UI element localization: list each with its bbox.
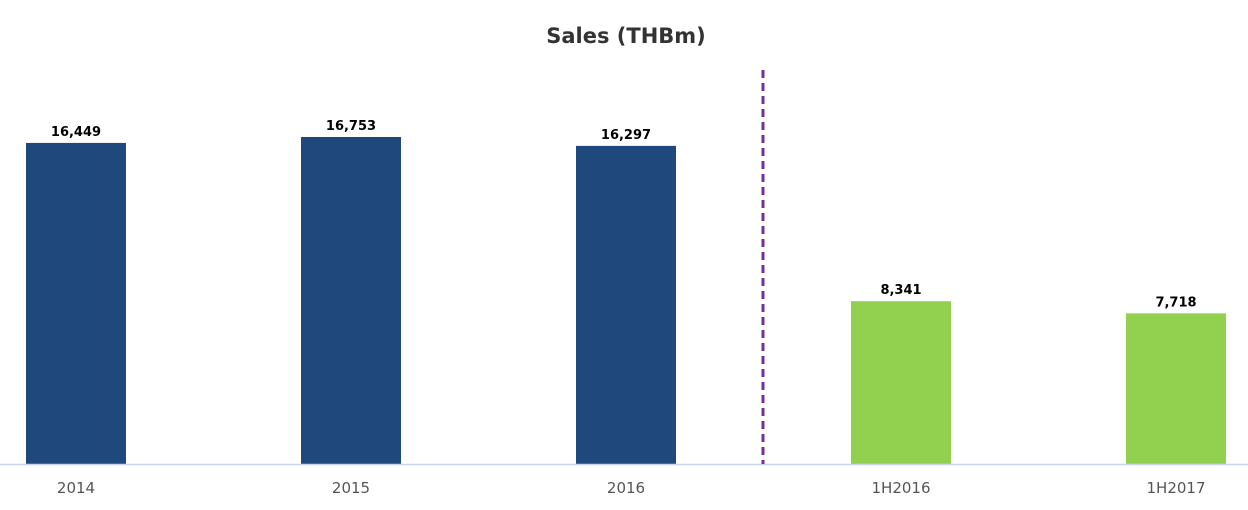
chart-title: Sales (THBm) — [546, 24, 706, 48]
x-tick-1H2016: 1H2016 — [872, 479, 931, 497]
bar-2014 — [26, 142, 126, 464]
data-label-2015: 16,753 — [326, 119, 376, 134]
bar-2016 — [576, 145, 676, 464]
x-tick-2015: 2015 — [332, 479, 370, 497]
x-tick-1H2017: 1H2017 — [1147, 479, 1206, 497]
data-label-2014: 16,449 — [51, 125, 101, 140]
x-tick-2016: 2016 — [607, 479, 645, 497]
bar-2015 — [301, 136, 401, 464]
bar-1H2016 — [851, 301, 951, 464]
data-label-1H2017: 7,718 — [1155, 295, 1196, 310]
data-label-2016: 16,297 — [601, 128, 651, 143]
x-tick-2014: 2014 — [57, 479, 95, 497]
data-label-1H2016: 8,341 — [880, 283, 921, 298]
bar-1H2017 — [1126, 313, 1226, 464]
